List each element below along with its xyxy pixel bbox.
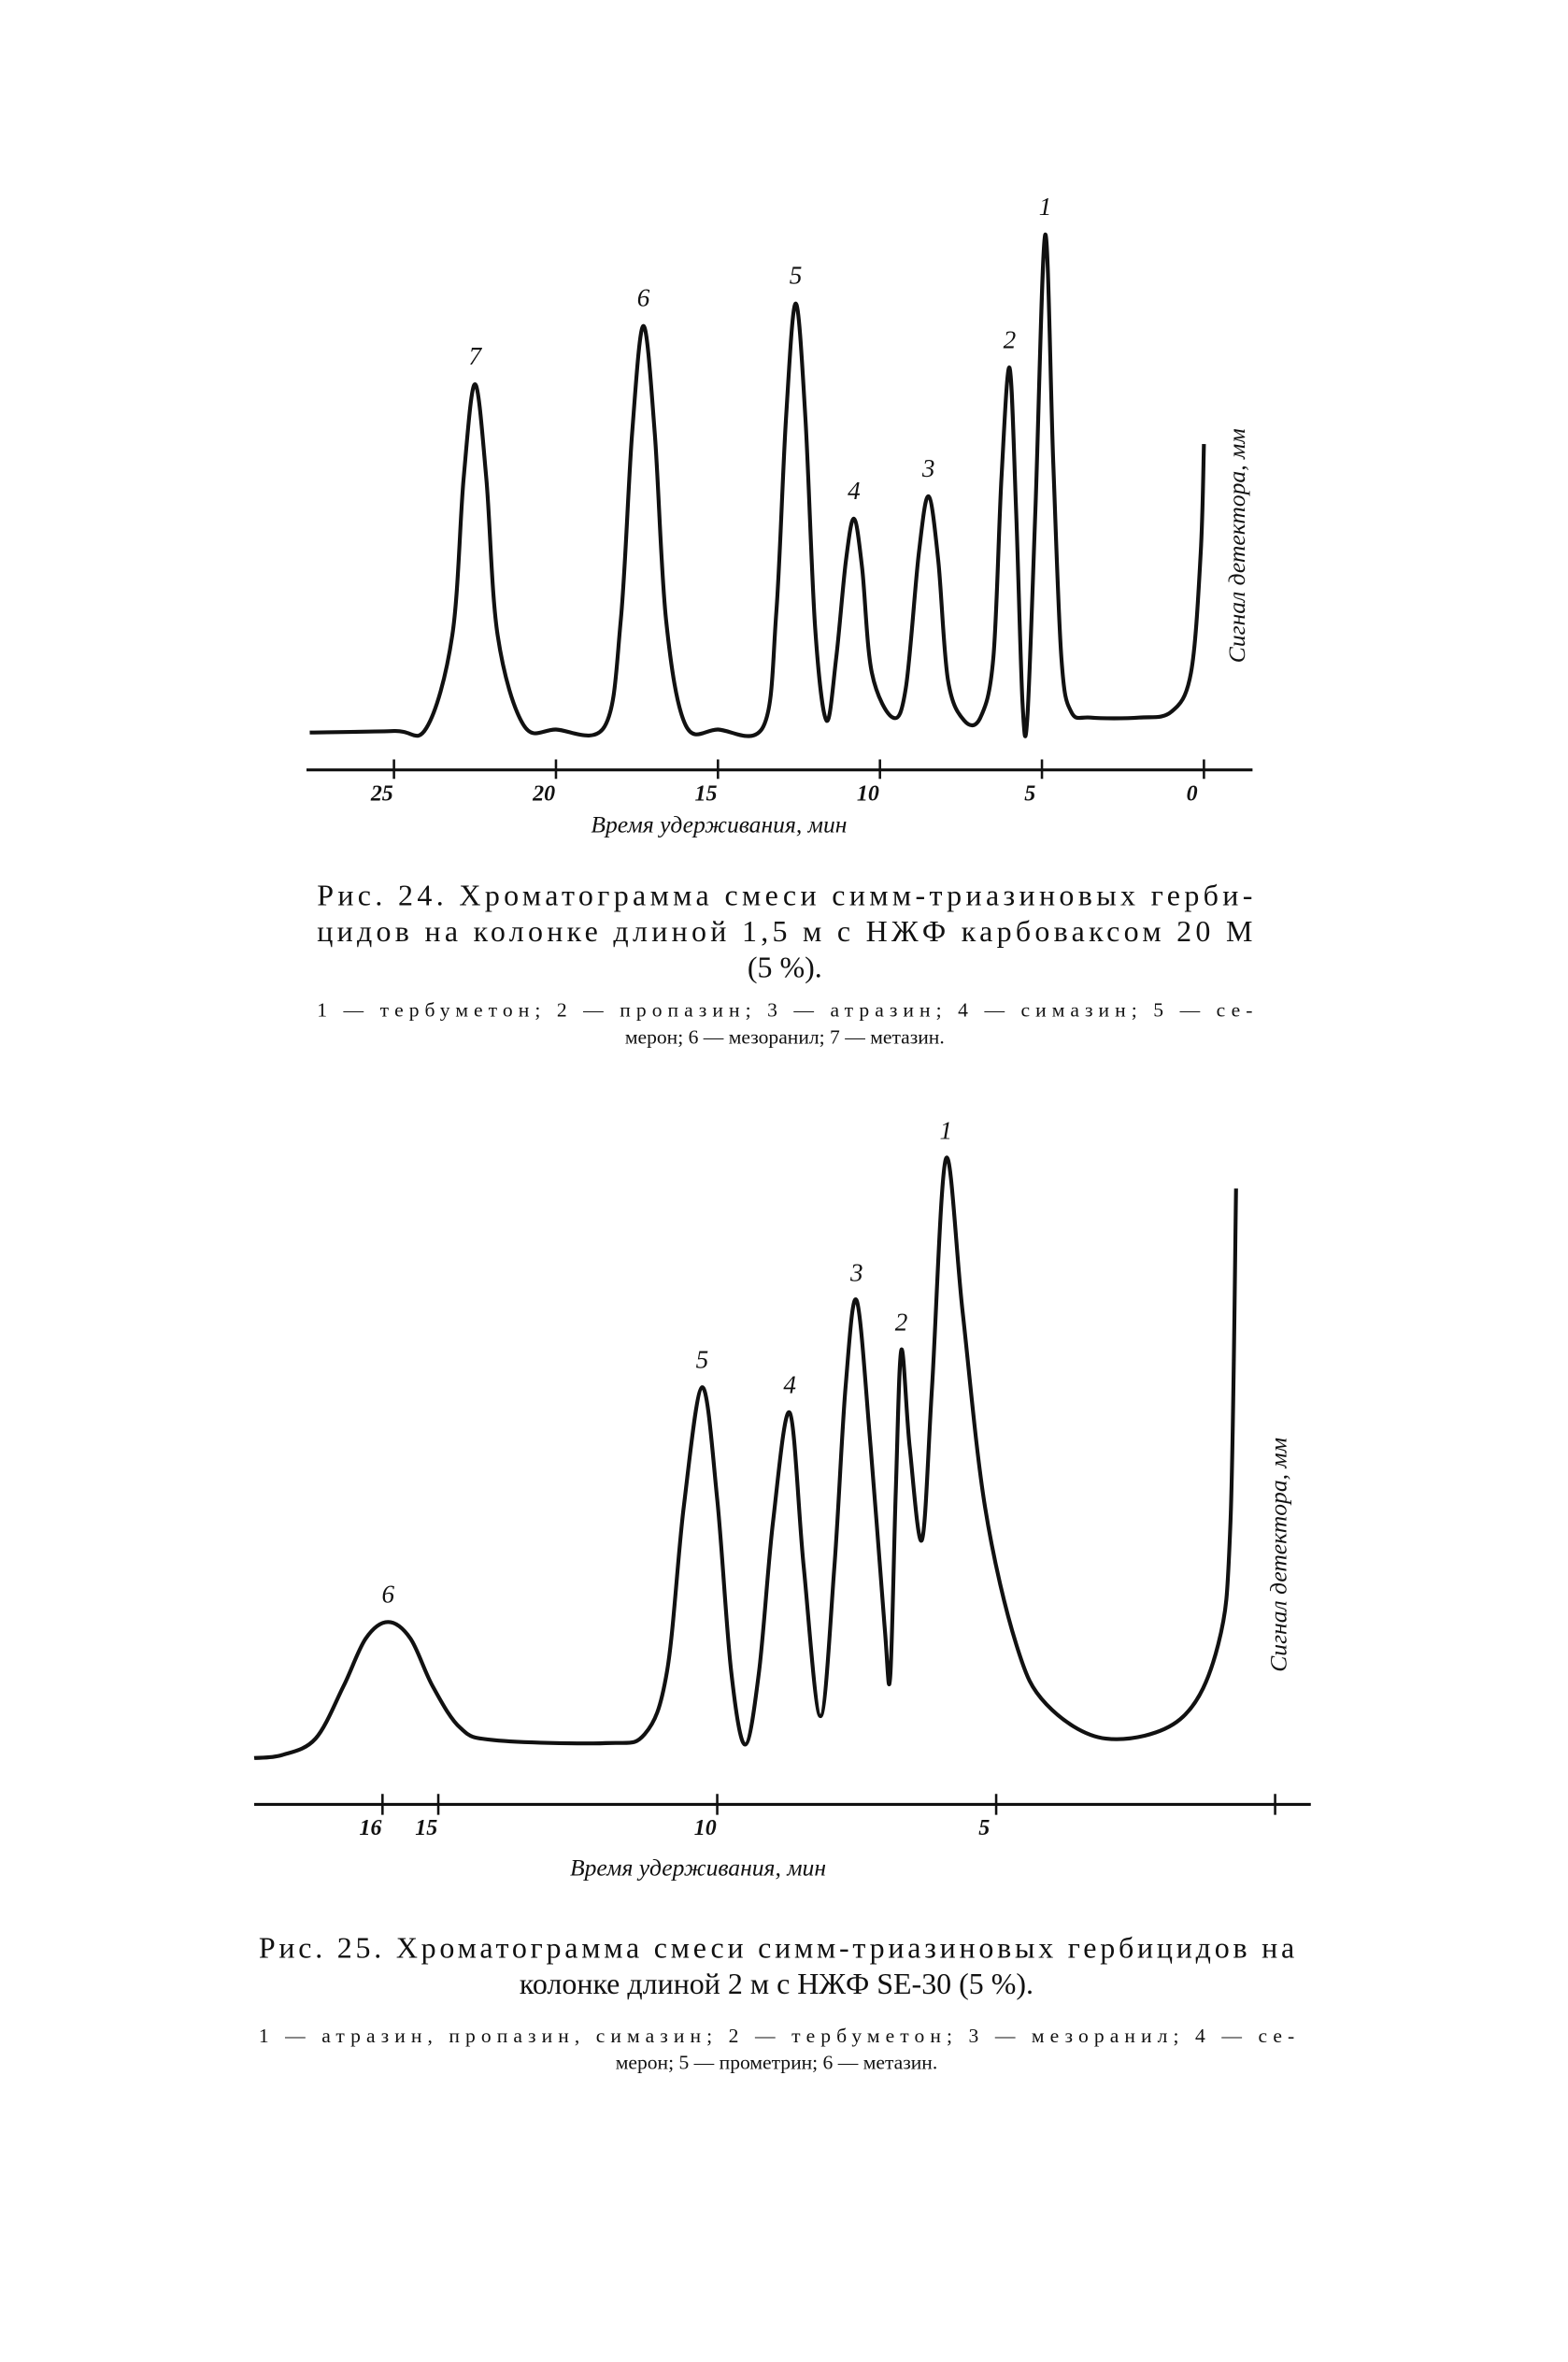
peak-label: 3 (921, 454, 935, 482)
chromatogram-line (309, 232, 1206, 738)
figure-caption: колонке длиной 2 м с НЖФ SE-30 (5 %). (520, 1968, 1033, 2000)
x-tick-label: 5 (1024, 781, 1035, 806)
x-tick-label: 5 (978, 1816, 990, 1840)
peak-label: 1 (940, 1117, 953, 1145)
figure-legend: 1 — тербуметон; 2 — пропазин; 3 — атрази… (317, 999, 1252, 1022)
y-axis-label: Сигнал детектора, мм (1265, 1438, 1292, 1672)
x-tick-label: 16 (360, 1816, 382, 1840)
peak-label: 3 (849, 1258, 863, 1286)
chromatogram-line (253, 1155, 1238, 1760)
figure-caption: Рис. 24. Хроматограмма смеси симм-триази… (317, 880, 1252, 912)
peak-label: 5 (696, 1345, 709, 1373)
x-tick-label: 0 (1187, 781, 1198, 806)
figure-caption: цидов на колонке длиной 1,5 м с НЖФ карб… (317, 915, 1252, 948)
peak-label: 2 (1004, 325, 1017, 353)
peak-label: 4 (848, 477, 861, 505)
figure-caption: (5 %). (748, 951, 822, 983)
x-axis-label: Время удерживания, мин (570, 1854, 826, 1882)
x-tick-label: 10 (694, 1816, 717, 1840)
peak-label: 2 (895, 1308, 908, 1336)
x-axis-label: Время удерживания, мин (591, 810, 847, 837)
peak-label: 6 (382, 1580, 395, 1608)
x-tick-label: 10 (857, 781, 879, 806)
figure-legend: мерон; 6 — мезоранил; 7 — метазин. (625, 1026, 945, 1049)
peak-label: 1 (1039, 193, 1052, 221)
x-tick-label: 15 (695, 781, 718, 806)
y-axis-label: Сигнал детектора, мм (1223, 428, 1250, 663)
x-tick-label: 20 (532, 781, 555, 806)
figure-legend: мерон; 5 — прометрин; 6 — метазин. (616, 2052, 938, 2074)
peak-label: 4 (783, 1370, 796, 1398)
peak-label: 5 (790, 262, 803, 290)
x-tick-label: 25 (370, 781, 393, 806)
peak-label: 6 (637, 284, 650, 312)
figure-legend: 1 — атразин, пропазин, симазин; 2 — терб… (259, 2025, 1294, 2047)
peak-label: 7 (468, 342, 482, 370)
figure-caption: Рис. 25. Хроматограмма смеси симм-триази… (259, 1932, 1294, 1965)
x-tick-label: 15 (415, 1816, 437, 1840)
